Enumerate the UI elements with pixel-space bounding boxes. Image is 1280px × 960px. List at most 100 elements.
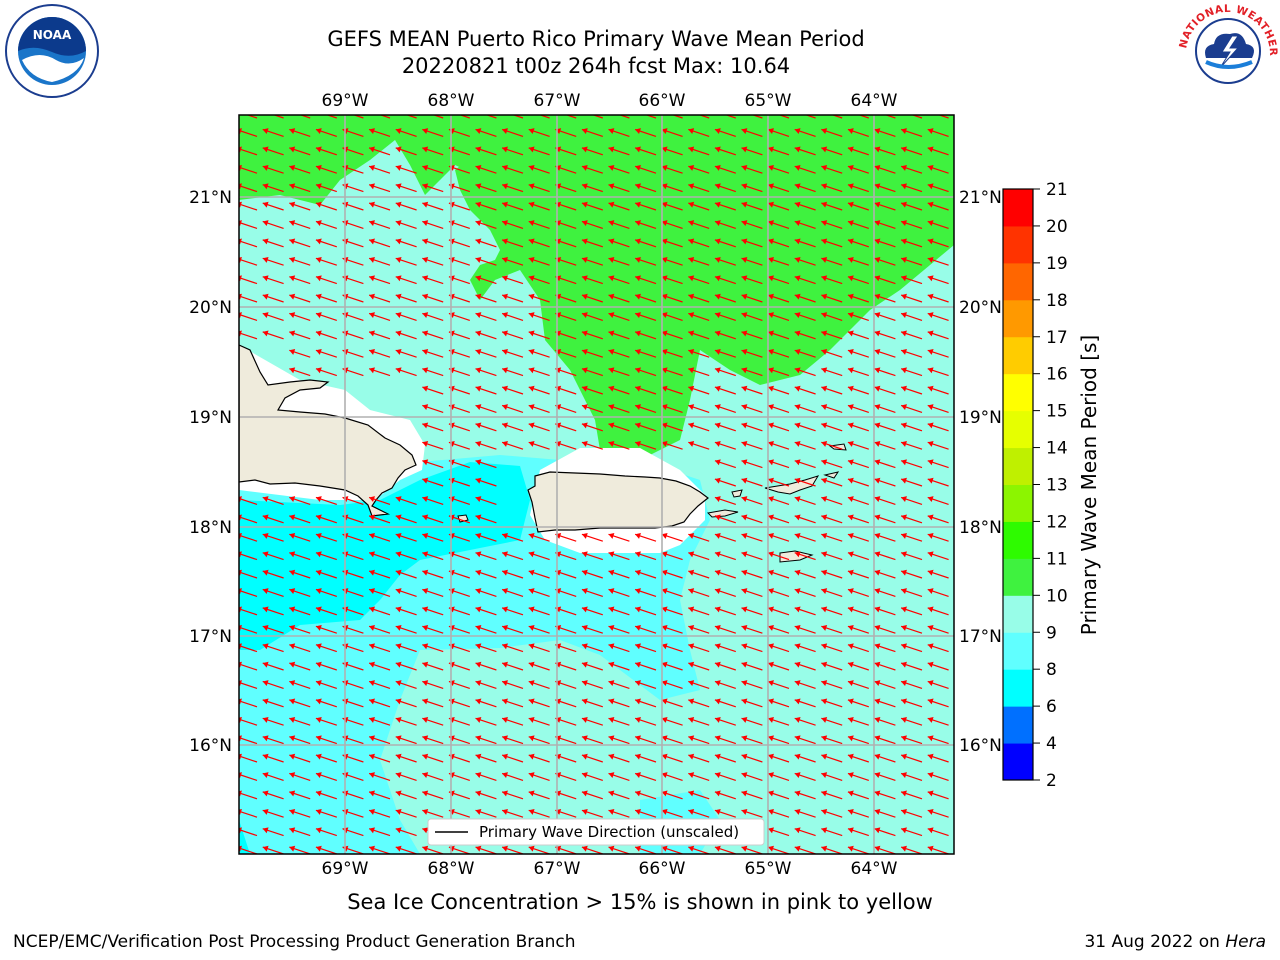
wave-arrow-head <box>422 367 429 374</box>
wave-arrow-head <box>528 238 535 245</box>
wave-arrow-head <box>874 128 881 135</box>
wave-arrow-head <box>289 183 296 190</box>
wave-arrow-head <box>768 753 774 760</box>
wave-arrow-head <box>289 716 296 723</box>
wave-arrow-head <box>369 330 375 337</box>
wave-arrow-head <box>714 164 721 171</box>
wave-arrow-head <box>475 164 482 171</box>
wave-arrow <box>645 115 657 119</box>
wave-arrow-head <box>847 716 854 723</box>
wave-arrow-head <box>821 293 828 300</box>
wave-arrow-head <box>874 735 881 742</box>
wave-arrow-head <box>688 256 695 263</box>
wave-arrow-head <box>262 845 269 852</box>
wave-arrow-head <box>528 716 535 723</box>
colorbar-tick-label: 13 <box>1046 476 1068 496</box>
virgin-islands-2 <box>823 471 840 479</box>
lon-label-bottom: 68°W <box>428 859 475 879</box>
wave-arrow-head <box>661 661 668 668</box>
wave-arrow-head <box>422 514 429 521</box>
wave-arrow-head <box>901 201 907 208</box>
wave-arrow-head <box>502 404 508 411</box>
wave-arrow-head <box>901 569 907 576</box>
wave-arrow-head <box>901 293 907 300</box>
wave-arrow-head <box>714 256 721 263</box>
wave-arrow-head <box>581 293 588 300</box>
lat-label-right: 21°N <box>959 188 1002 208</box>
wave-arrow-head <box>369 275 375 282</box>
wave-arrow-head <box>262 808 269 815</box>
wave-arrow-head <box>874 680 881 687</box>
wave-arrow-head <box>927 367 934 374</box>
wave-arrow-head <box>315 661 322 668</box>
wave-arrow-head <box>874 385 881 392</box>
colorbar-segment <box>1003 706 1033 744</box>
wave-arrow-head <box>847 790 854 797</box>
wave-arrow-head <box>741 367 748 374</box>
wave-arrow-head <box>821 624 828 631</box>
wave-arrow-head <box>741 698 748 705</box>
wave-arrow-head <box>821 753 828 760</box>
wave-arrow-head <box>608 201 615 208</box>
wave-arrow-head <box>794 183 801 190</box>
wave-arrow-head <box>901 532 907 539</box>
wave-arrow-head <box>661 753 668 760</box>
wave-arrow-head <box>635 845 641 852</box>
colorbar-tick-label: 21 <box>1046 180 1068 200</box>
wave-arrow-head <box>528 220 535 227</box>
colorbar-segment <box>1003 521 1033 559</box>
colorbar-segment <box>1003 189 1033 227</box>
wave-arrow-head <box>847 183 854 190</box>
wave-arrow-head <box>528 183 535 190</box>
wave-arrow-head <box>874 201 881 208</box>
wave-arrow-head <box>422 551 429 558</box>
wave-arrow-head <box>688 569 695 576</box>
wave-arrow-head <box>608 790 615 797</box>
wave-arrow-head <box>581 753 588 760</box>
wave-arrow-head <box>528 312 535 319</box>
wave-arrow-head <box>927 238 934 245</box>
wave-arrow-head <box>927 496 934 503</box>
wave-arrow-head <box>741 146 748 153</box>
wave-arrow-head <box>661 735 668 742</box>
wave-arrow-head <box>927 128 934 135</box>
wave-arrow-head <box>635 275 641 282</box>
wave-arrow-head <box>315 201 322 208</box>
wave-arrow-head <box>422 293 429 300</box>
wave-arrow-head <box>661 312 668 319</box>
wave-arrow-head <box>688 238 695 245</box>
wave-arrow-head <box>874 293 881 300</box>
wave-arrow-head <box>741 532 748 539</box>
wave-arrow-head <box>635 624 641 631</box>
anegada-island <box>828 443 847 451</box>
lat-label-left: 18°N <box>189 518 232 538</box>
wave-arrow-head <box>502 790 508 797</box>
wave-arrow-head <box>608 808 615 815</box>
wave-arrow-head <box>741 496 748 503</box>
wave-arrow-head <box>475 698 482 705</box>
wave-arrow-head <box>768 606 774 613</box>
lon-label-top: 68°W <box>428 91 475 111</box>
wave-arrow-head <box>688 183 695 190</box>
wave-arrow-head <box>369 128 375 135</box>
wave-arrow-head <box>874 220 881 227</box>
colorbar-segment <box>1003 669 1033 707</box>
wave-arrow-head <box>688 735 695 742</box>
wave-arrow-head <box>422 220 429 227</box>
lon-label-top: 66°W <box>639 91 686 111</box>
wave-arrow-head <box>901 164 907 171</box>
wave-arrow-head <box>688 845 695 852</box>
wave-arrow-head <box>262 256 269 263</box>
wave-arrow-head <box>608 643 615 650</box>
wave-arrow-head <box>528 698 535 705</box>
wave-arrow-head <box>262 698 269 705</box>
wave-arrow-head <box>661 275 668 282</box>
wave-arrow-head <box>422 459 429 466</box>
wave-arrow-head <box>502 312 508 319</box>
wave-arrow-head <box>475 312 482 319</box>
wave-arrow <box>698 115 710 119</box>
wave-arrow-head <box>661 238 668 245</box>
lat-label-right: 18°N <box>959 518 1002 538</box>
wave-arrow-head <box>369 183 375 190</box>
wave-arrow-head <box>768 348 774 355</box>
